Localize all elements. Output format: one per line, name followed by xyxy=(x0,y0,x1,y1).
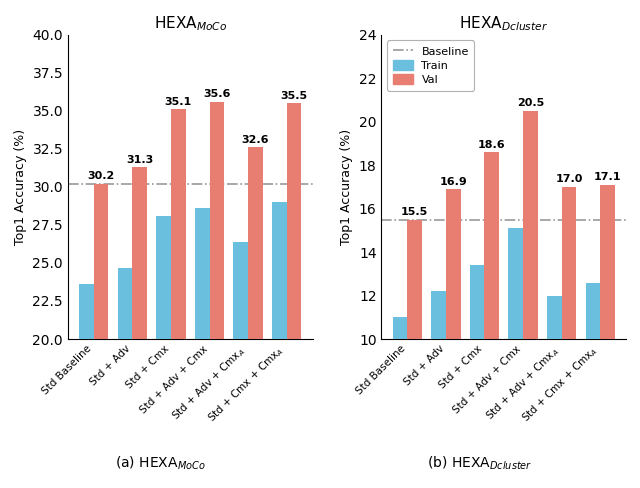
Bar xyxy=(79,284,93,488)
Text: 35.6: 35.6 xyxy=(203,89,230,100)
Bar xyxy=(234,242,248,488)
Bar xyxy=(171,109,186,488)
Bar xyxy=(93,184,108,488)
Bar xyxy=(508,228,523,488)
Bar xyxy=(118,267,132,488)
Bar xyxy=(586,283,600,488)
Text: 35.5: 35.5 xyxy=(280,91,308,101)
Bar xyxy=(484,152,499,488)
Bar xyxy=(209,102,224,488)
Bar xyxy=(407,220,422,488)
Bar xyxy=(446,189,461,488)
Text: 35.1: 35.1 xyxy=(164,97,192,107)
Text: 16.9: 16.9 xyxy=(439,177,467,187)
Bar xyxy=(431,291,446,488)
Text: 15.5: 15.5 xyxy=(401,207,428,217)
Bar xyxy=(248,147,263,488)
Bar xyxy=(272,202,287,488)
Text: 31.3: 31.3 xyxy=(126,155,154,165)
Legend: Baseline, Train, Val: Baseline, Train, Val xyxy=(387,41,474,90)
Title: HEXA$_{\mathit{Dcluster}}$: HEXA$_{\mathit{Dcluster}}$ xyxy=(460,14,548,33)
Bar xyxy=(156,216,171,488)
Text: 32.6: 32.6 xyxy=(242,135,269,145)
Bar xyxy=(523,111,538,488)
Text: (b) H$\sf{EXA}$$_{\mathit{Dcluster}}$: (b) H$\sf{EXA}$$_{\mathit{Dcluster}}$ xyxy=(428,455,532,472)
Text: 17.0: 17.0 xyxy=(556,175,583,184)
Bar xyxy=(287,103,301,488)
Bar xyxy=(600,185,615,488)
Y-axis label: Top1 Accuracy (%): Top1 Accuracy (%) xyxy=(14,129,27,245)
Title: HEXA$_{\mathit{MoCo}}$: HEXA$_{\mathit{MoCo}}$ xyxy=(154,14,227,33)
Bar xyxy=(132,167,147,488)
Y-axis label: Top1 Accuracy (%): Top1 Accuracy (%) xyxy=(340,129,353,245)
Bar xyxy=(470,265,484,488)
Bar xyxy=(392,317,407,488)
Text: 17.1: 17.1 xyxy=(594,172,621,183)
Text: 30.2: 30.2 xyxy=(88,171,115,182)
Bar xyxy=(195,208,209,488)
Text: (a) H$\sf{EXA}$$_{\mathit{MoCo}}$: (a) H$\sf{EXA}$$_{\mathit{MoCo}}$ xyxy=(115,455,205,472)
Text: 18.6: 18.6 xyxy=(478,140,506,150)
Bar xyxy=(547,296,562,488)
Bar xyxy=(562,187,577,488)
Text: 20.5: 20.5 xyxy=(517,99,544,108)
